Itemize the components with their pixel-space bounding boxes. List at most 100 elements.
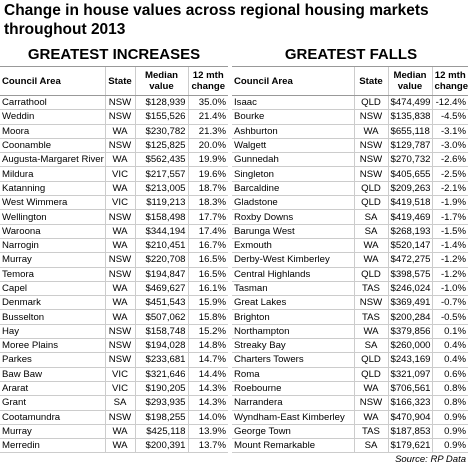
table-cell: WA bbox=[353, 410, 388, 425]
table-cell: $210,451 bbox=[134, 238, 188, 254]
table-row: Capel WA $469,627 16.1% bbox=[0, 281, 228, 297]
table-cell: NSW bbox=[104, 338, 135, 354]
table-cell: WA bbox=[104, 309, 135, 325]
table-cell: $213,005 bbox=[134, 181, 188, 197]
table-cell: WA bbox=[353, 324, 388, 340]
table-cell: 14.4% bbox=[187, 367, 228, 382]
table-cell: $706,561 bbox=[387, 381, 432, 397]
table-cell: $200,284 bbox=[387, 309, 432, 325]
column-header: Council Area bbox=[0, 66, 105, 96]
table-cell: Gladstone bbox=[232, 195, 354, 211]
table-row: Roebourne WA $706,561 0.8% bbox=[232, 381, 468, 397]
table-row: Streaky Bay SA $260,000 0.4% bbox=[232, 338, 468, 354]
table-cell: 0.8% bbox=[431, 381, 468, 397]
table-row: Derby-West Kimberley WA $472,275 -1.2% bbox=[232, 252, 468, 268]
table-cell: Barcaldine bbox=[232, 181, 354, 197]
table-cell: -3.0% bbox=[431, 138, 468, 154]
table-cell: NSW bbox=[104, 410, 135, 425]
table-cell: Capel bbox=[0, 281, 105, 297]
table-row: Barunga West SA $268,193 -1.5% bbox=[232, 224, 468, 239]
table-cell: Narrogin bbox=[0, 238, 105, 254]
header-row: Council Area State Median value 12 mth chan… bbox=[232, 66, 468, 96]
table-cell: 14.0% bbox=[187, 410, 228, 425]
table-cell: WA bbox=[104, 181, 135, 197]
table-cell: Temora bbox=[0, 267, 105, 282]
table-cell: Waroona bbox=[0, 224, 105, 239]
table-cell: $472,275 bbox=[387, 252, 432, 268]
table-cell: TAS bbox=[353, 309, 388, 325]
table-row: Exmouth WA $520,147 -1.4% bbox=[232, 238, 468, 254]
table-row: Ashburton WA $655,118 -3.1% bbox=[232, 124, 468, 139]
table-cell: Roebourne bbox=[232, 381, 354, 397]
table-cell: Barunga West bbox=[232, 224, 354, 239]
table-cell: $270,732 bbox=[387, 152, 432, 168]
table-cell: QLD bbox=[353, 95, 388, 111]
table-cell: Roxby Downs bbox=[232, 209, 354, 225]
table-cell: NSW bbox=[104, 352, 135, 368]
table-row: Merredin WA $200,391 13.7% bbox=[0, 438, 228, 454]
table-cell: $419,469 bbox=[387, 209, 432, 225]
table-cell: 16.5% bbox=[187, 267, 228, 282]
table-row: Mount Remarkable SA $179,621 0.9% bbox=[232, 438, 468, 454]
table-row: Moree Plains NSW $194,028 14.8% bbox=[0, 338, 228, 354]
table-cell: Moree Plains bbox=[0, 338, 105, 354]
table-cell: NSW bbox=[353, 166, 388, 182]
column-header: Council Area bbox=[232, 66, 354, 96]
table-cell: 21.4% bbox=[187, 109, 228, 125]
table-cell: -0.7% bbox=[431, 295, 468, 311]
table-cell: $425,118 bbox=[134, 424, 188, 440]
table-cell: Hay bbox=[0, 324, 105, 340]
table-cell: 0.8% bbox=[431, 395, 468, 411]
table-cell: NSW bbox=[353, 138, 388, 154]
section-heading: GREATEST FALLS bbox=[284, 46, 418, 63]
table-cell: Carrathool bbox=[0, 95, 105, 111]
table-cell: Derby-West Kimberley bbox=[232, 252, 354, 268]
table-cell: WA bbox=[353, 124, 388, 139]
table-cell: -1.2% bbox=[431, 267, 468, 282]
table-cell: Exmouth bbox=[232, 238, 354, 254]
table-cell: 18.7% bbox=[187, 181, 228, 197]
table-cell: Augusta-Margaret River bbox=[0, 152, 105, 168]
table-cell: 19.6% bbox=[187, 166, 228, 182]
table-cell: $470,904 bbox=[387, 410, 432, 425]
table-cell: WA bbox=[353, 252, 388, 268]
table-cell: 35.0% bbox=[187, 95, 228, 111]
table-cell: Murray bbox=[0, 252, 105, 268]
table-row: Murray WA $425,118 13.9% bbox=[0, 424, 228, 440]
table-cell: $125,825 bbox=[134, 138, 188, 154]
table-cell: Cootamundra bbox=[0, 410, 105, 425]
table-cell: $194,847 bbox=[134, 267, 188, 282]
table-row: Charters Towers QLD $243,169 0.4% bbox=[232, 352, 468, 368]
table-cell: $158,498 bbox=[134, 209, 188, 225]
table-cell: NSW bbox=[104, 138, 135, 154]
table-cell: 0.9% bbox=[431, 410, 468, 425]
table-cell: 16.1% bbox=[187, 281, 228, 297]
table-cell: QLD bbox=[353, 367, 388, 382]
table-cell: -2.6% bbox=[431, 152, 468, 168]
table-cell: Denmark bbox=[0, 295, 105, 311]
table-cell: Great Lakes bbox=[232, 295, 354, 311]
table-cell: WA bbox=[104, 124, 135, 139]
table-cell: VIC bbox=[104, 367, 135, 382]
table-row: West Wimmera VIC $119,213 18.3% bbox=[0, 195, 228, 211]
column-header: Median value bbox=[387, 66, 432, 96]
table-cell: $217,557 bbox=[134, 166, 188, 182]
table-cell: $209,263 bbox=[387, 181, 432, 197]
table-cell: 18.3% bbox=[187, 195, 228, 211]
table-cell: -1.5% bbox=[431, 224, 468, 239]
column-header: Median value bbox=[134, 66, 188, 96]
table-cell: SA bbox=[104, 395, 135, 411]
table-cell: Coonamble bbox=[0, 138, 105, 154]
table-cell: Merredin bbox=[0, 438, 105, 454]
table-cell: $129,787 bbox=[387, 138, 432, 154]
table-cell: -1.0% bbox=[431, 281, 468, 297]
table-cell: WA bbox=[104, 238, 135, 254]
table-cell: 13.9% bbox=[187, 424, 228, 440]
table-cell: $398,575 bbox=[387, 267, 432, 282]
table-cell: $451,543 bbox=[134, 295, 188, 311]
table-cell: 14.8% bbox=[187, 338, 228, 354]
table-row: Moora WA $230,782 21.3% bbox=[0, 124, 228, 139]
table-cell: Ararat bbox=[0, 381, 105, 397]
table-row: Gladstone QLD $419,518 -1.9% bbox=[232, 195, 468, 211]
table-cell: $474,499 bbox=[387, 95, 432, 111]
